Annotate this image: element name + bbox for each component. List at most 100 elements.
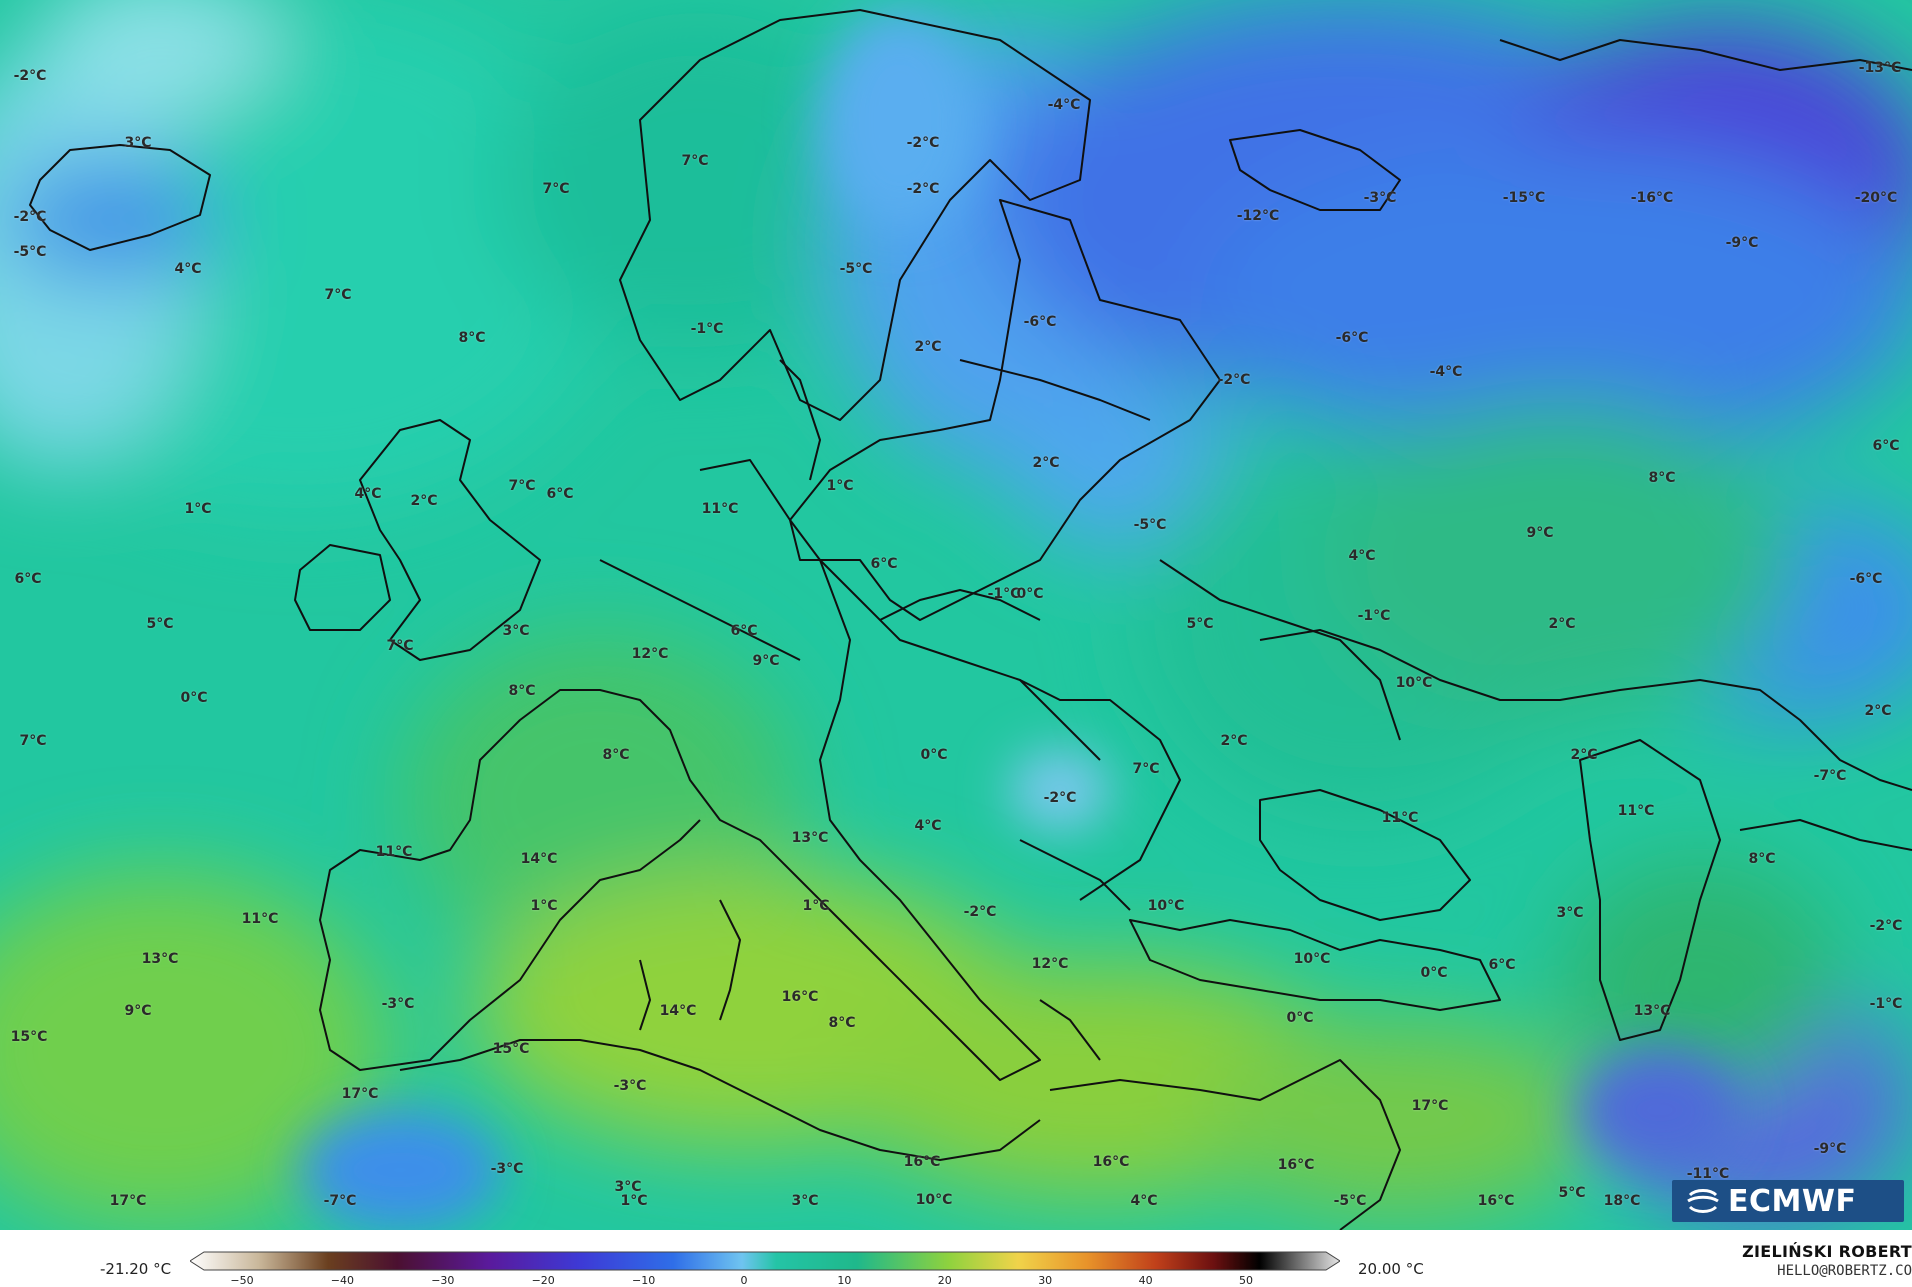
temperature-label: 9°C	[124, 1003, 152, 1019]
temperature-label: 0°C	[920, 747, 948, 763]
temperature-label: 17°C	[109, 1193, 147, 1209]
temperature-label: 11°C	[701, 501, 739, 517]
temperature-label: 3°C	[502, 623, 530, 639]
temperature-label: -2°C	[1869, 918, 1903, 934]
temperature-label: 13°C	[791, 830, 829, 846]
temperature-label: 17°C	[1411, 1098, 1449, 1114]
temperature-label: -13°C	[1858, 60, 1902, 76]
temperature-label: 2°C	[1570, 747, 1598, 763]
temperature-label: 2°C	[1864, 703, 1892, 719]
temperature-label: 0°C	[180, 690, 208, 706]
temperature-label: 10°C	[1395, 675, 1433, 691]
temperature-label: -15°C	[1502, 190, 1546, 206]
colorbar-tick-label: −20	[531, 1274, 555, 1287]
temperature-label: 6°C	[870, 556, 898, 572]
temperature-label: 11°C	[1381, 810, 1419, 826]
temperature-label: 13°C	[141, 951, 179, 967]
temperature-label: 2°C	[914, 339, 942, 355]
temperature-label: 1°C	[184, 501, 212, 517]
temperature-label: 3°C	[791, 1193, 819, 1209]
temperature-label: -5°C	[1333, 1193, 1367, 1209]
colorbar-tick-label: 10	[837, 1274, 852, 1287]
temperature-label: 5°C	[1558, 1185, 1586, 1201]
colorbar-tick-label: 20	[937, 1274, 952, 1287]
temperature-label: 6°C	[730, 623, 758, 639]
colorbar-tick-label: 40	[1138, 1274, 1153, 1287]
temperature-label: -2°C	[1043, 790, 1077, 806]
temperature-label: 15°C	[10, 1029, 48, 1045]
temperature-label: -6°C	[1023, 314, 1057, 330]
temperature-label: 7°C	[542, 181, 570, 197]
temperature-label: -1°C	[690, 321, 724, 337]
temperature-label: -9°C	[1813, 1141, 1847, 1157]
temperature-label: -6°C	[1849, 571, 1883, 587]
legend-footer: -21.20 °C	[0, 1230, 1912, 1287]
temperature-label: 10°C	[915, 1192, 953, 1208]
temperature-label: 0°C	[1420, 965, 1448, 981]
temperature-label: -1°C	[987, 586, 1021, 602]
temperature-label: -11°C	[1686, 1166, 1730, 1182]
temperature-label: -4°C	[1429, 364, 1463, 380]
colorbar-tick-label: 50	[1239, 1274, 1253, 1287]
temperature-label: -5°C	[13, 244, 47, 260]
temperature-label: 16°C	[1092, 1154, 1130, 1170]
temperature-label: 5°C	[146, 616, 174, 632]
temperature-label: -4°C	[1047, 97, 1081, 113]
temperature-colorbar	[190, 1251, 1340, 1271]
temperature-label: -2°C	[13, 209, 47, 225]
temperature-label: 2°C	[1032, 455, 1060, 471]
temperature-label: 15°C	[492, 1041, 530, 1057]
temperature-label: -6°C	[1335, 330, 1369, 346]
temperature-label: 14°C	[520, 851, 558, 867]
colorbar-tick-label: −10	[631, 1274, 656, 1287]
temperature-label: 7°C	[19, 733, 47, 749]
temperature-label: 14°C	[659, 1003, 697, 1019]
temperature-label: 8°C	[508, 683, 536, 699]
temperature-label: 4°C	[354, 486, 382, 502]
temperature-label: 4°C	[1348, 548, 1376, 564]
temperature-label: 2°C	[1220, 733, 1248, 749]
temperature-label: 16°C	[781, 989, 819, 1005]
temperature-label: 16°C	[903, 1154, 941, 1170]
temperature-label: 9°C	[752, 653, 780, 669]
temperature-label: -2°C	[1217, 372, 1251, 388]
colorbar-tick-label: −40	[330, 1274, 354, 1287]
temperature-label: 10°C	[1293, 951, 1331, 967]
temperature-label: 13°C	[1633, 1003, 1671, 1019]
temperature-label: 2°C	[410, 493, 438, 509]
temperature-label: -2°C	[13, 68, 47, 84]
temperature-label: 3°C	[124, 135, 152, 151]
temperature-label: -2°C	[906, 135, 940, 151]
temperature-label: 8°C	[1748, 851, 1776, 867]
temperature-label: 4°C	[174, 261, 202, 277]
temperature-label: -3°C	[613, 1078, 647, 1094]
temperature-label: 1°C	[826, 478, 854, 494]
temperature-label: 2°C	[1548, 616, 1576, 632]
map-canvas	[0, 0, 1912, 1230]
temperature-label: 7°C	[1132, 761, 1160, 777]
temperature-label: 7°C	[508, 478, 536, 494]
temperature-label: 18°C	[1603, 1193, 1641, 1209]
temperature-label: 8°C	[458, 330, 486, 346]
temperature-label: 6°C	[546, 486, 574, 502]
temperature-label: -5°C	[1133, 517, 1167, 533]
author-credit: ZIELIŃSKI ROBERT	[1742, 1242, 1912, 1261]
temperature-label: -5°C	[839, 261, 873, 277]
temperature-label: 7°C	[324, 287, 352, 303]
temperature-label: 11°C	[1617, 803, 1655, 819]
ecmwf-logo-text: ECMWF	[1728, 1183, 1857, 1219]
temperature-label: -20°C	[1854, 190, 1898, 206]
colorbar-tick-label: −50	[230, 1274, 254, 1287]
temperature-label: -3°C	[381, 996, 415, 1012]
colorbar-tick-label: 30	[1038, 1274, 1053, 1287]
temperature-label: 4°C	[1130, 1193, 1158, 1209]
colorbar-max-label: 20.00 °C	[1358, 1260, 1424, 1278]
temperature-label: 1°C	[802, 898, 830, 914]
ecmwf-logo: ECMWF	[1672, 1180, 1904, 1222]
temperature-label: -1°C	[1357, 608, 1391, 624]
ecmwf-swirl-icon	[1687, 1189, 1719, 1213]
temperature-label: 3°C	[614, 1179, 642, 1195]
temperature-label: -3°C	[490, 1161, 524, 1177]
temperature-label: 5°C	[1186, 616, 1214, 632]
temperature-label: 7°C	[681, 153, 709, 169]
